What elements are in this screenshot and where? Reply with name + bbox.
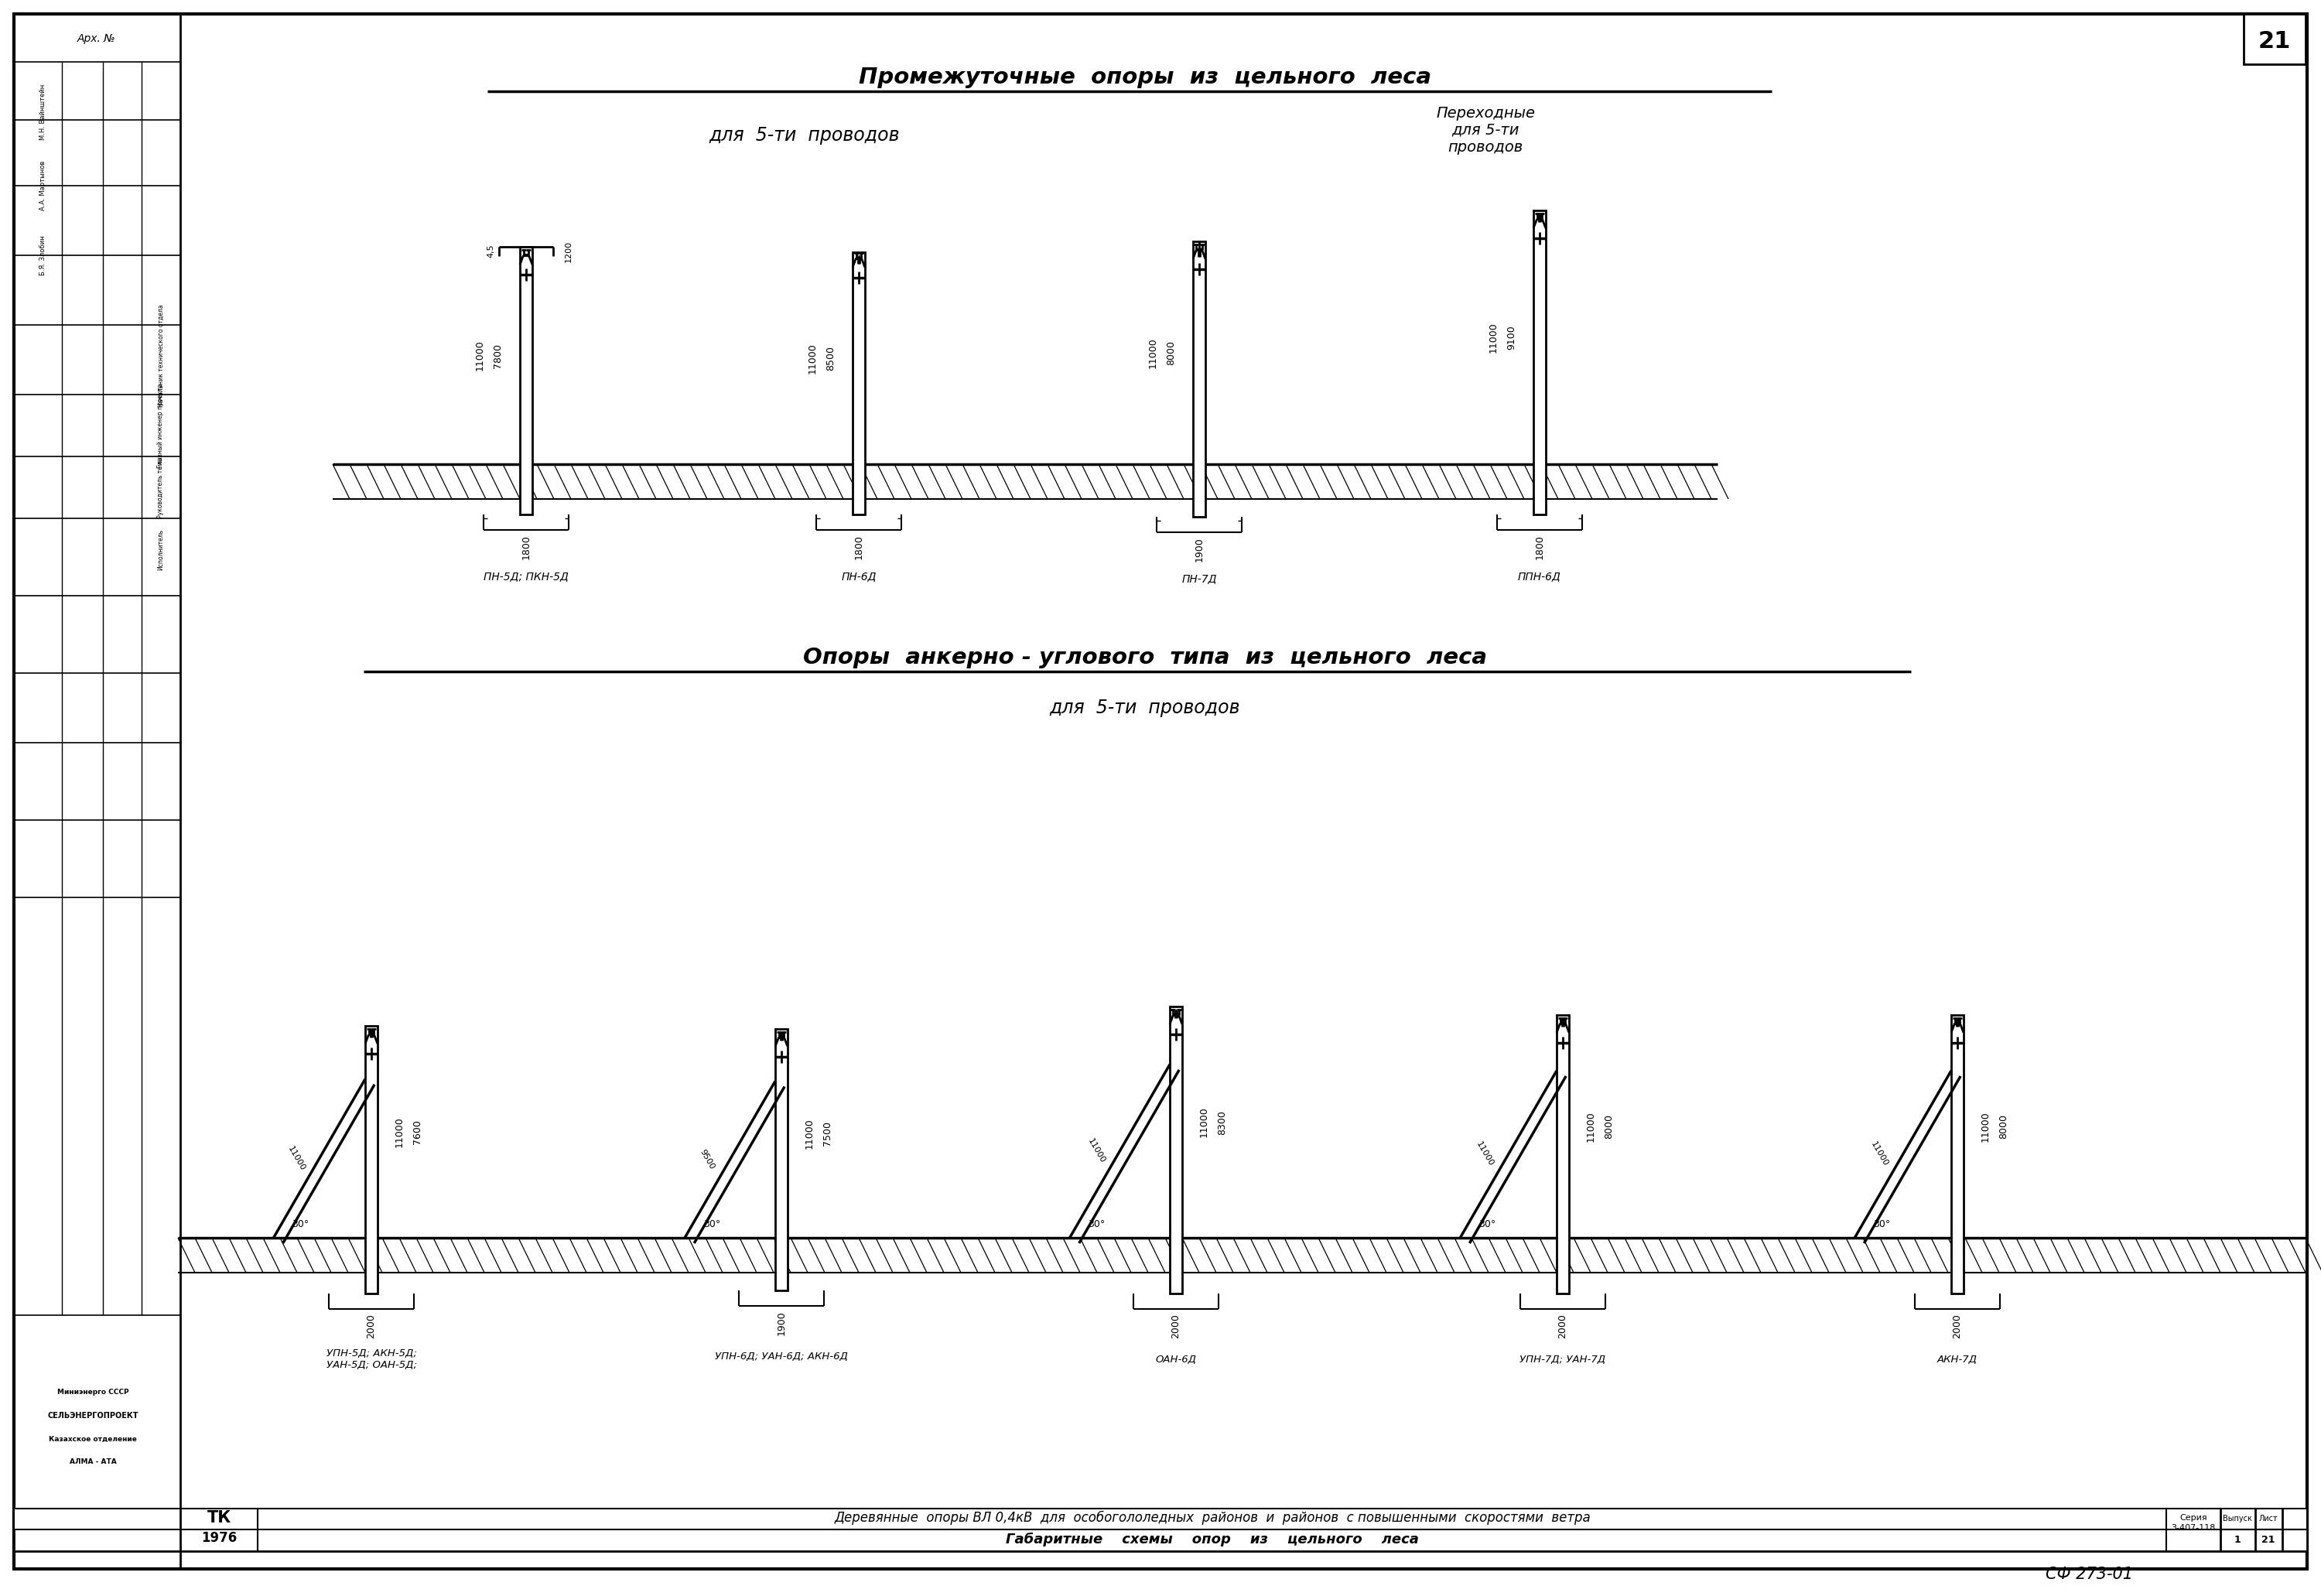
Text: 8000: 8000 — [1604, 1114, 1615, 1140]
Text: 1900: 1900 — [775, 1310, 787, 1336]
Text: 8300: 8300 — [1216, 1109, 1228, 1135]
Text: Опоры  анкерно - углового  типа  из  цельного  леса: Опоры анкерно - углового типа из цельног… — [803, 646, 1488, 669]
Text: 8000: 8000 — [1998, 1114, 2008, 1140]
Text: 1: 1 — [2235, 1535, 2240, 1545]
Text: Серия: Серия — [2179, 1515, 2207, 1521]
Text: Габаритные    схемы    опор    из    цельного    леса: Габаритные схемы опор из цельного леса — [1005, 1532, 1418, 1547]
Bar — [14, 14, 181, 1569]
Text: Миниэнерго СССР: Миниэнерго СССР — [58, 1389, 128, 1396]
Text: Казахское отделение: Казахское отделение — [49, 1435, 137, 1443]
Text: 1800: 1800 — [520, 535, 532, 559]
Text: 11000: 11000 — [1980, 1111, 1989, 1141]
Bar — [520, 247, 532, 514]
Bar — [775, 1029, 787, 1291]
Text: 8000: 8000 — [1165, 340, 1177, 365]
Text: 11000: 11000 — [1488, 322, 1499, 353]
Text: ППН-6Д: ППН-6Д — [1518, 571, 1562, 581]
Text: Лист: Лист — [2258, 1515, 2277, 1523]
Text: 7800: 7800 — [492, 343, 504, 369]
Text: Главный инженер проекта: Главный инженер проекта — [158, 383, 165, 468]
Text: 2000: 2000 — [1170, 1314, 1181, 1339]
Bar — [2244, 14, 2305, 64]
Text: 11000: 11000 — [803, 1117, 815, 1149]
Bar — [1534, 211, 1546, 514]
Text: 4,5: 4,5 — [487, 244, 494, 259]
Text: А.А. Мартынов: А.А. Мартынов — [39, 161, 46, 211]
Text: АЛМА - АТА: АЛМА - АТА — [70, 1459, 116, 1465]
Text: Промежуточные  опоры  из  цельного  леса: Промежуточные опоры из цельного леса — [859, 67, 1432, 88]
Text: 1900: 1900 — [1193, 538, 1205, 562]
Bar — [1170, 1007, 1181, 1293]
Bar — [14, 1508, 2307, 1551]
Text: Руководитель темы: Руководитель темы — [158, 456, 165, 519]
Text: Переходные
для 5-ти
проводов: Переходные для 5-ти проводов — [1437, 105, 1534, 155]
Text: 11000: 11000 — [473, 340, 485, 370]
Text: 30°: 30° — [703, 1219, 720, 1229]
Text: 30°: 30° — [1089, 1219, 1105, 1229]
Text: 30°: 30° — [1478, 1219, 1495, 1229]
Text: 11000: 11000 — [1086, 1138, 1107, 1165]
Text: 11000: 11000 — [1476, 1141, 1495, 1168]
Text: СЕЛЬЭНЕРГОПРОЕКТ: СЕЛЬЭНЕРГОПРОЕКТ — [46, 1412, 139, 1419]
Text: Деревянные  опоры ВЛ 0,4кВ  для  особогололедных  районов  и  районов  с повышен: Деревянные опоры ВЛ 0,4кВ для особоголол… — [833, 1511, 1590, 1524]
Text: 11000: 11000 — [1871, 1141, 1889, 1168]
Text: 9100: 9100 — [1506, 326, 1518, 350]
Text: Выпуск: Выпуск — [2224, 1515, 2251, 1523]
Text: Б.Я. Злобин: Б.Я. Злобин — [39, 235, 46, 275]
Text: 11000: 11000 — [1147, 337, 1158, 369]
Text: 1976: 1976 — [202, 1531, 237, 1545]
Text: 1800: 1800 — [854, 535, 863, 559]
Text: для  5-ти  проводов: для 5-ти проводов — [710, 126, 901, 145]
Text: М.Н. Вайнштейн: М.Н. Вайнштейн — [39, 85, 46, 140]
Text: 2000: 2000 — [1952, 1314, 1961, 1339]
Text: 2000: 2000 — [1557, 1314, 1569, 1339]
Text: СФ 273-01: СФ 273-01 — [2045, 1567, 2133, 1582]
Text: 7600: 7600 — [413, 1120, 422, 1144]
Text: 11000: 11000 — [808, 343, 817, 373]
Text: 21: 21 — [2258, 30, 2291, 53]
Text: 30°: 30° — [1873, 1219, 1889, 1229]
Bar — [1952, 1015, 1964, 1293]
Text: 11000: 11000 — [285, 1144, 306, 1171]
Bar — [852, 252, 866, 514]
Text: Арх. №: Арх. № — [77, 34, 116, 45]
Text: 7500: 7500 — [822, 1120, 833, 1146]
Text: ПН-7Д: ПН-7Д — [1181, 573, 1216, 584]
Text: 3-407-118: 3-407-118 — [2170, 1524, 2217, 1532]
Text: ОАН-6Д: ОАН-6Д — [1156, 1355, 1198, 1365]
Text: ТК: ТК — [207, 1510, 232, 1526]
Text: УПН-6Д; УАН-6Д; АКН-6Д: УПН-6Д; УАН-6Д; АКН-6Д — [715, 1352, 847, 1361]
Bar — [14, 1508, 2307, 1529]
Text: АКН-7Д: АКН-7Д — [1938, 1355, 1977, 1365]
Text: 11000: 11000 — [1198, 1108, 1209, 1138]
Bar — [364, 1026, 378, 1293]
Text: 21: 21 — [2261, 1535, 2275, 1545]
Text: ПН-6Д: ПН-6Д — [840, 571, 877, 581]
Text: 2000: 2000 — [367, 1314, 376, 1339]
Text: для  5-ти  проводов: для 5-ти проводов — [1049, 699, 1239, 717]
Text: 1200: 1200 — [564, 241, 573, 262]
Text: 1800: 1800 — [1534, 535, 1546, 559]
Bar — [1193, 241, 1205, 517]
Text: УПН-5Д; АКН-5Д;
УАН-5Д; ОАН-5Д;: УПН-5Д; АКН-5Д; УАН-5Д; ОАН-5Д; — [325, 1349, 418, 1369]
Text: ПН-5Д; ПКН-5Д: ПН-5Д; ПКН-5Д — [483, 571, 569, 581]
Text: 11000: 11000 — [1585, 1111, 1597, 1141]
Text: 30°: 30° — [292, 1219, 309, 1229]
Text: 9500: 9500 — [699, 1148, 715, 1171]
Text: УПН-7Д; УАН-7Д: УПН-7Д; УАН-7Д — [1520, 1355, 1606, 1365]
Text: Начальник технического отдела: Начальник технического отдела — [158, 305, 165, 407]
Text: 8500: 8500 — [826, 346, 836, 370]
Bar — [1557, 1015, 1569, 1293]
Text: Исполнитель: Исполнитель — [158, 528, 165, 570]
Text: 11000: 11000 — [395, 1117, 404, 1148]
